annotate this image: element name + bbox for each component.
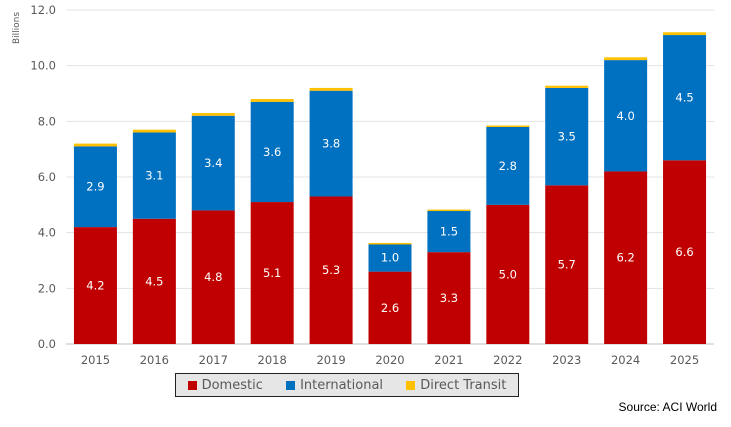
x-tick-label: 2020	[375, 353, 404, 367]
bar-domestic	[604, 171, 648, 344]
x-tick-label: 2024	[611, 353, 640, 367]
source-note: Source: ACI World	[618, 400, 717, 414]
bar-direct-transit	[427, 209, 471, 212]
legend: Domestic International Direct Transit	[175, 373, 519, 397]
bar-international	[604, 60, 648, 172]
data-label: 5.0	[499, 267, 517, 281]
x-tick-label: 2016	[140, 353, 169, 367]
x-tick-label: 2015	[81, 353, 110, 367]
bar-domestic	[309, 196, 353, 344]
y-tick-label: 2.0	[38, 281, 56, 295]
x-tick-label: 2018	[258, 353, 287, 367]
data-label: 3.3	[440, 291, 458, 305]
bar-direct-transit	[132, 129, 176, 133]
data-label: 3.4	[204, 156, 222, 170]
x-tick-label: 2023	[552, 353, 581, 367]
bar-international	[309, 90, 353, 197]
data-label: 2.8	[499, 159, 517, 173]
data-label: 4.0	[616, 109, 634, 123]
legend-label: International	[300, 377, 384, 393]
bar-international	[486, 126, 530, 205]
x-tick-label: 2019	[316, 353, 345, 367]
bar-domestic	[545, 185, 589, 344]
data-label: 2.9	[86, 180, 104, 194]
data-label: 3.1	[145, 169, 163, 183]
data-label: 4.5	[675, 91, 693, 105]
bar-international	[545, 87, 589, 186]
x-tick-label: 2025	[670, 353, 699, 367]
legend-swatch	[406, 380, 416, 390]
legend-label: Direct Transit	[420, 377, 507, 393]
y-tick-label: 12.0	[30, 3, 56, 17]
bar-direct-transit	[663, 32, 707, 36]
bar-direct-transit	[73, 143, 117, 147]
y-tick-label: 4.0	[38, 226, 56, 240]
bar-international	[368, 243, 412, 272]
bar-direct-transit	[368, 242, 412, 245]
y-tick-label: 6.0	[38, 170, 56, 184]
x-tick-label: 2017	[199, 353, 228, 367]
bar-domestic	[250, 202, 294, 344]
data-label: 4.5	[145, 274, 163, 288]
legend-item: Direct Transit	[406, 378, 506, 393]
legend-swatch	[187, 380, 197, 390]
bar-international	[250, 101, 294, 203]
data-label: 4.2	[86, 279, 104, 293]
legend-label: Domestic	[201, 377, 263, 393]
bar-international	[663, 35, 707, 161]
bar-direct-transit	[486, 125, 530, 128]
y-tick-label: 10.0	[30, 59, 56, 73]
bar-domestic	[191, 210, 235, 344]
bar-domestic	[663, 160, 707, 344]
bar-international	[191, 115, 235, 211]
bar-international	[73, 146, 117, 228]
bar-domestic	[486, 204, 530, 344]
bar-international	[427, 210, 471, 253]
bar-domestic	[132, 218, 176, 344]
bar-direct-transit	[604, 57, 648, 61]
bar-direct-transit	[250, 99, 294, 102]
data-label: 3.8	[322, 137, 340, 151]
bar-domestic	[427, 252, 471, 344]
bar-domestic	[368, 271, 412, 344]
data-label: 6.2	[616, 251, 634, 265]
data-label: 5.3	[322, 263, 340, 277]
legend-item: International	[286, 378, 383, 393]
data-label: 3.6	[263, 145, 281, 159]
bar-international	[132, 132, 176, 219]
bar-direct-transit	[545, 85, 589, 88]
data-label: 1.0	[381, 251, 399, 265]
data-label: 6.6	[675, 245, 693, 259]
x-tick-label: 2021	[434, 353, 463, 367]
bar-domestic	[73, 227, 117, 344]
data-label: 5.1	[263, 266, 281, 280]
x-tick-label: 2022	[493, 353, 522, 367]
bar-direct-transit	[309, 87, 353, 91]
data-label: 4.8	[204, 270, 222, 284]
y-axis-label: Billions	[12, 12, 22, 44]
data-label: 1.5	[440, 224, 458, 238]
legend-swatch	[286, 380, 296, 390]
data-label: 3.5	[558, 130, 576, 144]
y-tick-label: 8.0	[38, 114, 56, 128]
y-tick-label: 0.0	[38, 337, 56, 351]
legend-item: Domestic	[187, 377, 263, 393]
bar-direct-transit	[191, 112, 235, 116]
data-label: 2.6	[381, 301, 399, 315]
data-label: 5.7	[558, 258, 576, 272]
